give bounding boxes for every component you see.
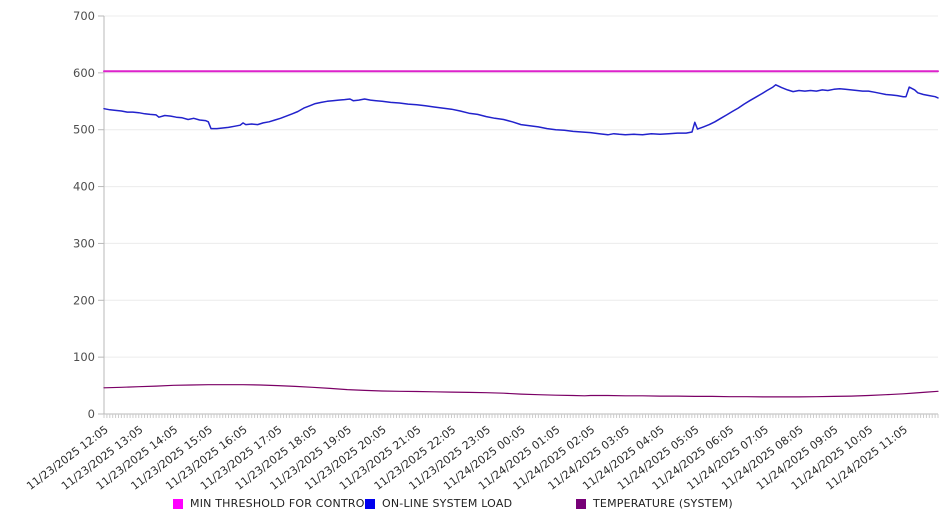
svg-text:700: 700 bbox=[73, 9, 95, 23]
svg-text:600: 600 bbox=[73, 66, 95, 80]
svg-text:500: 500 bbox=[73, 123, 95, 137]
chart-legend: MIN THRESHOLD FOR CONTROL ON-LINE SYSTEM… bbox=[173, 497, 733, 510]
legend-item-min-threshold: MIN THRESHOLD FOR CONTROL bbox=[173, 497, 371, 510]
svg-text:100: 100 bbox=[73, 350, 95, 364]
legend-label-min-threshold: MIN THRESHOLD FOR CONTROL bbox=[190, 497, 371, 510]
svg-text:300: 300 bbox=[73, 236, 95, 250]
svg-text:400: 400 bbox=[73, 180, 95, 194]
legend-item-temperature: TEMPERATURE (SYSTEM) bbox=[576, 497, 733, 510]
legend-label-temperature: TEMPERATURE (SYSTEM) bbox=[593, 497, 733, 510]
svg-text:0: 0 bbox=[88, 407, 95, 421]
system-load-swatch-icon bbox=[365, 498, 375, 509]
min-threshold-swatch-icon bbox=[173, 498, 183, 509]
legend-label-system-load: ON-LINE SYSTEM LOAD bbox=[382, 497, 513, 510]
temperature-swatch-icon bbox=[576, 498, 586, 509]
svg-text:200: 200 bbox=[73, 293, 95, 307]
legend-item-system-load: ON-LINE SYSTEM LOAD bbox=[365, 497, 576, 510]
